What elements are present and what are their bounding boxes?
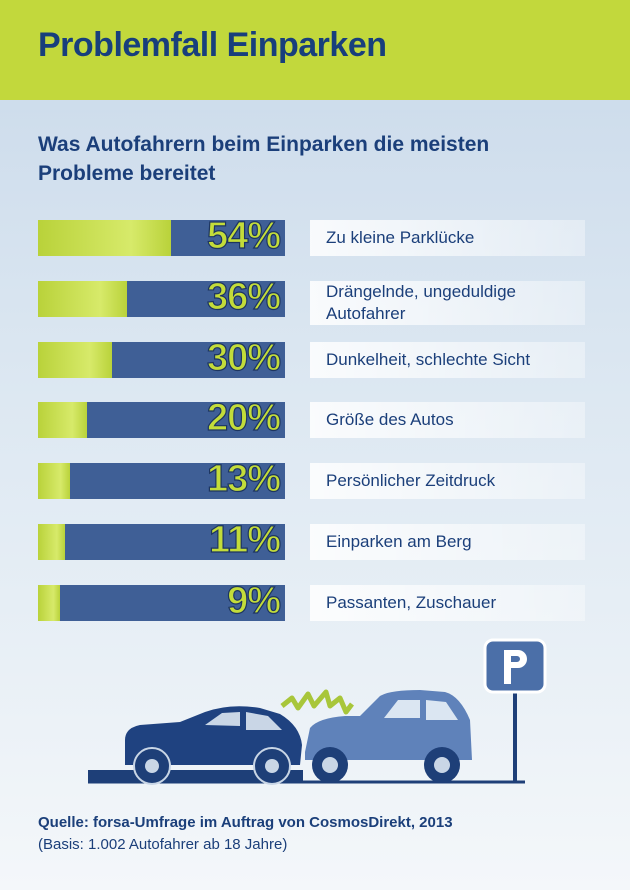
bar-track bbox=[38, 584, 285, 621]
bar bbox=[38, 280, 127, 317]
value-label: 20% bbox=[206, 397, 281, 440]
source-note: (Basis: 1.002 Autofahrer ab 18 Jahre) bbox=[38, 836, 288, 853]
category-label: Passanten, Zuschauer bbox=[326, 592, 497, 612]
bar-track bbox=[38, 524, 285, 560]
chart-subtitle: Was Autofahrern beim Einparken die meist… bbox=[38, 133, 490, 185]
value-label: 54% bbox=[206, 214, 281, 257]
value-label: 13% bbox=[206, 458, 281, 501]
bar-track bbox=[38, 463, 285, 500]
source: Quelle: forsa-Umfrage im Auftrag von Cos… bbox=[38, 814, 453, 831]
bar-track bbox=[38, 341, 285, 378]
value-label: 36% bbox=[206, 275, 281, 318]
value-label: 30% bbox=[206, 336, 281, 379]
category-box: Größe des Autos bbox=[310, 402, 585, 439]
bar bbox=[38, 524, 66, 560]
bar bbox=[38, 584, 61, 621]
bar bbox=[38, 463, 71, 500]
value-label: 11% bbox=[208, 518, 281, 561]
bar-track bbox=[38, 220, 285, 256]
chart-title: Problemfall Einparken bbox=[38, 26, 387, 64]
bar-track bbox=[38, 280, 285, 317]
category-label: Zu kleine Parklücke bbox=[326, 228, 475, 247]
value-label: 9% bbox=[226, 579, 281, 622]
category-label: Einparken am Berg bbox=[326, 532, 472, 551]
category-box: Dunkelheit, schlechte Sicht bbox=[310, 341, 585, 378]
category-box: Drängelnde, ungeduldige Autofahrer bbox=[310, 280, 585, 325]
category-label: Dunkelheit, schlechte Sicht bbox=[326, 349, 531, 369]
header-band bbox=[0, 0, 630, 100]
bar-track bbox=[38, 402, 285, 439]
category-box: Persönlicher Zeitdruck bbox=[310, 463, 585, 500]
bar bbox=[38, 341, 113, 378]
category-box: Einparken am Berg bbox=[310, 524, 585, 560]
category-box: Zu kleine Parklücke bbox=[310, 220, 585, 256]
category-box: Passanten, Zuschauer bbox=[310, 584, 585, 621]
category-label: Größe des Autos bbox=[326, 410, 454, 430]
bar bbox=[38, 220, 172, 256]
category-label: Persönlicher Zeitdruck bbox=[326, 471, 496, 491]
category-label: Drängelnde, ungeduldige Autofahrer bbox=[326, 281, 516, 323]
bar bbox=[38, 402, 88, 439]
